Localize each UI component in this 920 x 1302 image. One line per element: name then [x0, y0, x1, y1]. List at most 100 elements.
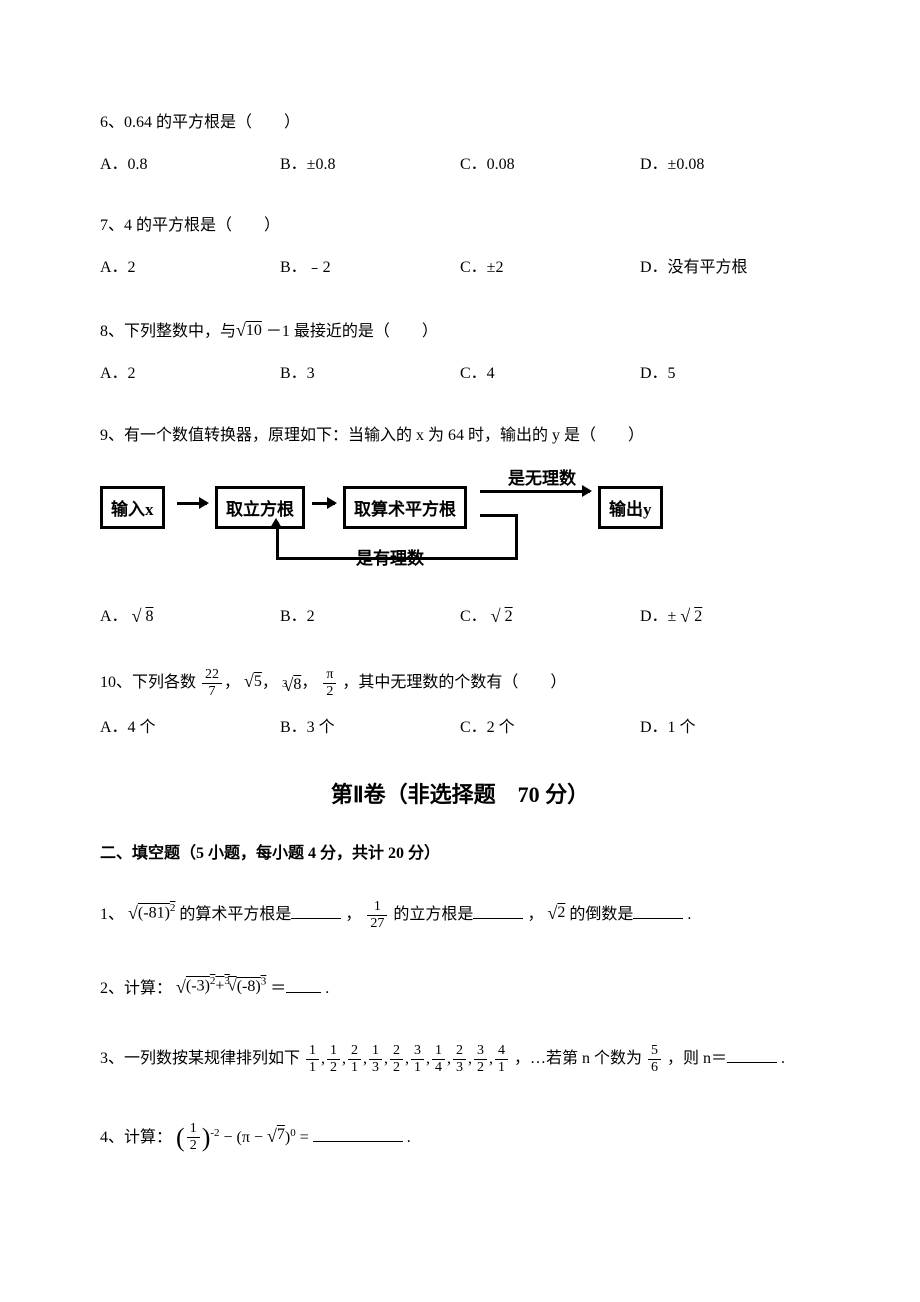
question-9: 9、有一个数值转换器，原理如下：当输入的 x 为 64 时，输出的 y 是（ ）: [100, 423, 820, 449]
question-9-options: A．√8 B．2 C．√2 D．±√2: [100, 602, 820, 631]
fc-arrow-2: [312, 502, 335, 505]
f3-p4: .: [781, 1050, 785, 1067]
q6-option-c: C．0.08: [460, 152, 640, 178]
f3-p3: ，则 n＝: [667, 1050, 727, 1067]
fill-4: 4、计算： (12)-2 − (π − √7)0 = .: [100, 1115, 820, 1162]
f3-frac-0: 11: [306, 1044, 319, 1075]
q7-options: A．2 B．﹣2 C．±2 D．没有平方根: [100, 255, 820, 281]
f3-p1: 3、一列数按某规律排列如下: [100, 1050, 300, 1067]
f3-p2: ，…若第 n 个数为: [514, 1050, 642, 1067]
q8-sqrt: √10: [236, 316, 262, 345]
q9-stem-text: 9、有一个数值转换器，原理如下：当输入的 x 为 64 时，输出的 y 是（ ）: [100, 427, 644, 444]
f1-p1: 1、: [100, 906, 124, 923]
q7-option-d: D．没有平方根: [640, 255, 820, 281]
f4-sqrt: √7: [267, 1120, 285, 1152]
fc-node-output: 输出y: [598, 486, 663, 529]
question-7: 7、4 的平方根是（ ） A．2 B．﹣2 C．±2 D．没有平方根: [100, 213, 820, 280]
fc-arrow-3top: [480, 490, 590, 493]
f4-p1: 4、计算：: [100, 1129, 172, 1146]
fill-1: 1、 √(-81)2 的算术平方根是 ， 127 的立方根是 ， √2 的倒数是…: [100, 897, 820, 931]
f1-blank2: [473, 903, 523, 919]
q10-option-b: B．3 个: [280, 715, 460, 741]
q10-option-a: A．4 个: [100, 715, 280, 741]
question-8: 8、下列整数中，与√10 －1 最接近的是（ ） A．2 B．3 C．4 D．5: [100, 316, 820, 386]
fc-arrow-1: [177, 502, 207, 505]
q9-option-c: C．√2: [460, 602, 640, 631]
f2-blank: [286, 977, 321, 993]
f3-frac-9: 41: [495, 1044, 508, 1075]
q10-frac2: π2: [323, 668, 336, 699]
f2-p1: 2、计算：: [100, 980, 172, 997]
q8-options: A．2 B．3 C．4 D．5: [100, 361, 820, 387]
f1-p3: ，: [345, 906, 365, 923]
q10-cbrt: 3√8: [282, 671, 301, 700]
fill-3: 3、一列数按某规律排列如下 11,12,21,13,22,31,14,23,32…: [100, 1044, 820, 1075]
q9-option-d: D．±√2: [640, 602, 820, 631]
question-6: 6、0.64 的平方根是（ ） A．0.8 B．±0.8 C．0.08 D．±0…: [100, 110, 820, 177]
f3-frac-2: 21: [348, 1044, 361, 1075]
fc-node-cube: 取立方根: [215, 486, 305, 529]
f2-p3: .: [325, 980, 329, 997]
q10-options: A．4 个 B．3 个 C．2 个 D．1 个: [100, 715, 820, 741]
f4-minus: − (π −: [224, 1129, 267, 1146]
q10-option-d: D．1 个: [640, 715, 820, 741]
f1-blank1: [291, 903, 341, 919]
fc-node-sqrt: 取算术平方根: [343, 486, 467, 529]
q6-option-a: A．0.8: [100, 152, 280, 178]
q10-option-c: C．2 个: [460, 715, 640, 741]
f2-p2: ＝: [270, 980, 286, 997]
f1-sqrt2: √2: [547, 897, 565, 929]
section-2-title: 第Ⅱ卷（非选择题 70 分）: [100, 777, 820, 809]
q9-d-label: D．±: [640, 604, 676, 630]
fc-vline-right: [515, 514, 518, 559]
q8-stem-prefix: 8、下列整数中，与: [100, 323, 236, 340]
q7-option-b: B．﹣2: [280, 255, 460, 281]
f1-blank3: [633, 903, 683, 919]
fc-feedback-arrowhead: [270, 518, 282, 528]
q9-option-a: A．√8: [100, 602, 280, 631]
f4-exp: -2: [210, 1126, 219, 1138]
f3-frac-3: 13: [369, 1044, 382, 1075]
q8-stem: 8、下列整数中，与√10 －1 最接近的是（ ）: [100, 316, 820, 345]
q9-a-label: A．: [100, 604, 128, 630]
f1-p5: ，: [527, 906, 547, 923]
q8-option-a: A．2: [100, 361, 280, 387]
f3-frac-6: 14: [432, 1044, 445, 1075]
q6-option-b: B．±0.8: [280, 152, 460, 178]
f3-frac-7: 23: [453, 1044, 466, 1075]
f3-fractions: 11,12,21,13,22,31,14,23,32,41: [304, 1050, 510, 1067]
q9-option-b: B．2: [280, 602, 460, 631]
q8-option-b: B．3: [280, 361, 460, 387]
q10-sqrt: √5: [244, 667, 262, 696]
fc-label-rational: 是有理数: [356, 544, 424, 569]
f2-sqrt: √(-3)2+3√(-8)3: [176, 971, 266, 1003]
q10-suffix: ，其中无理数的个数有（ ）: [342, 674, 566, 691]
f3-frac-5: 31: [411, 1044, 424, 1075]
q10-stem: 10、下列各数 227， √5， 3√8， π2 ，其中无理数的个数有（ ）: [100, 667, 820, 699]
f3-frac-4: 22: [390, 1044, 403, 1075]
q8-stem-suffix: －1 最接近的是（ ）: [262, 323, 438, 340]
q7-option-c: C．±2: [460, 255, 640, 281]
f1-sqrt1: √(-81)2: [128, 897, 175, 929]
f4-p2: .: [407, 1129, 411, 1146]
flowchart-diagram: 输入x 取立方根 取算术平方根 是无理数 是有理数 输出y: [100, 464, 680, 574]
section-2-subtitle: 二、填空题（5 小题，每小题 4 分，共计 20 分）: [100, 839, 820, 863]
f3-frac-1: 12: [327, 1044, 340, 1075]
fc-label-irrational: 是无理数: [508, 464, 576, 489]
f1-p4: 的立方根是: [393, 906, 473, 923]
fill-2: 2、计算： √(-3)2+3√(-8)3 ＝ .: [100, 971, 820, 1004]
fc-hline-bot: [480, 514, 518, 517]
q7-option-a: A．2: [100, 255, 280, 281]
q10-frac1: 227: [202, 668, 222, 699]
q8-option-c: C．4: [460, 361, 640, 387]
f1-p7: .: [687, 906, 691, 923]
q9-c-sqrt: 2: [505, 604, 513, 630]
f4-blank: [313, 1126, 403, 1142]
q9-c-label: C．: [460, 604, 487, 630]
q6-option-d: D．±0.08: [640, 152, 820, 178]
q9-stem: 9、有一个数值转换器，原理如下：当输入的 x 为 64 时，输出的 y 是（ ）: [100, 423, 820, 449]
q6-options: A．0.8 B．±0.8 C．0.08 D．±0.08: [100, 152, 820, 178]
f4-frac: 12: [187, 1122, 200, 1153]
f3-blank: [727, 1047, 777, 1063]
q8-option-d: D．5: [640, 361, 820, 387]
